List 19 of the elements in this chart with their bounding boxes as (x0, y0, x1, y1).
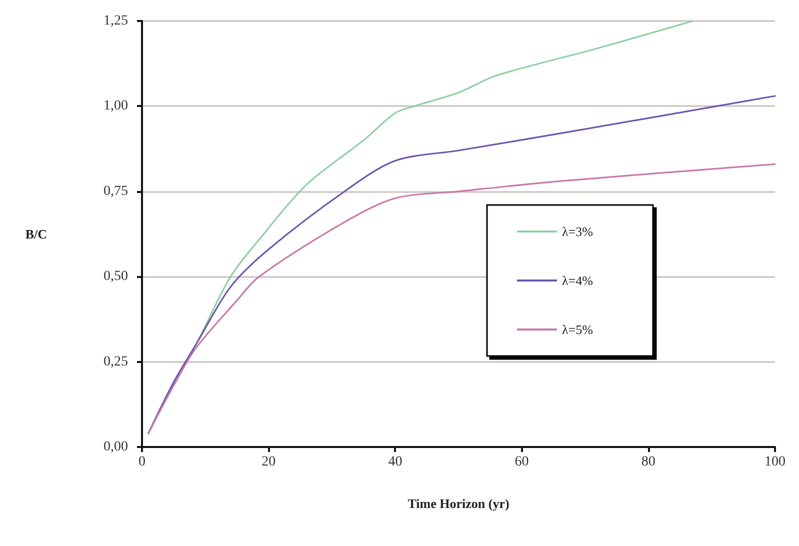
y-tick-label: 0,25 (104, 354, 128, 370)
y-axis-title: B/C (25, 226, 47, 242)
x-tick-label: 20 (262, 454, 276, 470)
x-tick-label: 80 (641, 454, 656, 470)
x-tick-label: 0 (138, 454, 146, 470)
y-tick-label: 1,25 (104, 14, 128, 28)
y-tick-label: 0,50 (104, 269, 128, 284)
y-tick-label: 1,00 (104, 98, 128, 114)
x-axis-title: Time Horizon (yr) (408, 496, 510, 511)
y-tick-label: 0,75 (104, 184, 128, 199)
line-series (148, 163, 776, 434)
line-series (148, 95, 776, 434)
legend-label: λ=5% (562, 322, 594, 337)
x-tick-label: 60 (514, 454, 529, 470)
legend-label: λ=3% (562, 224, 594, 239)
x-tick-label: 100 (764, 454, 786, 470)
legend-label: λ=4% (562, 273, 594, 288)
x-tick-label: 40 (388, 454, 402, 470)
y-tick-label: 0,00 (104, 440, 128, 454)
